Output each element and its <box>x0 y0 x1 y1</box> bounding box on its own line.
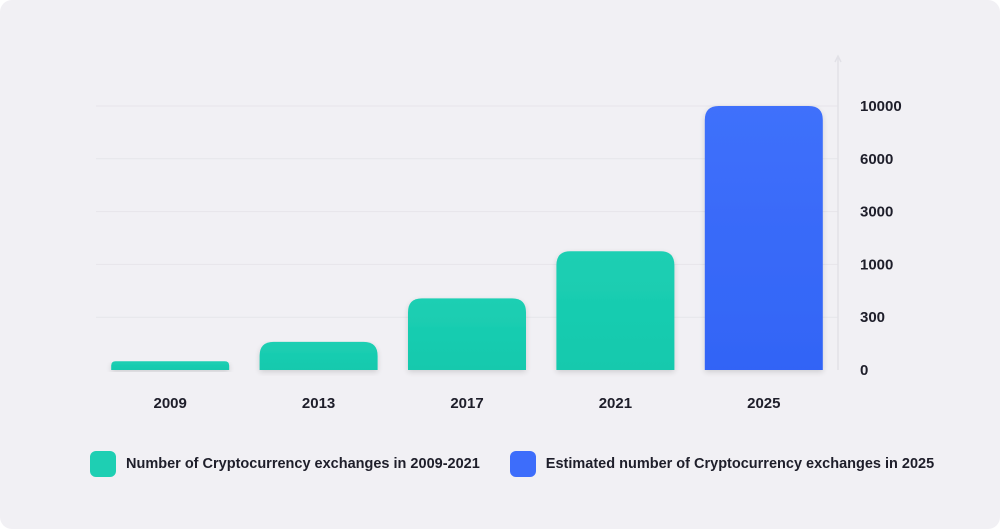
x-category-label: 2017 <box>450 395 483 412</box>
y-tick-label: 3000 <box>860 204 893 221</box>
bar-2025 <box>704 106 823 370</box>
legend-swatch-historical <box>90 451 116 477</box>
bars <box>111 106 823 370</box>
bar-2017 <box>408 298 526 370</box>
category-labels: 2009 2013 2017 2021 2025 <box>154 395 781 412</box>
legend-swatch-estimated <box>509 451 536 477</box>
x-category-label: 2025 <box>747 395 780 412</box>
y-axis: 0 300 1000 3000 6000 10000 <box>834 54 902 379</box>
bar-2021 <box>556 251 675 370</box>
y-tick-label: 6000 <box>860 151 893 168</box>
bar-2013 <box>259 341 378 370</box>
y-tick-label: 0 <box>860 362 868 379</box>
y-tick-label: 10000 <box>860 98 902 115</box>
bar-2009 <box>111 361 230 370</box>
y-tick-label: 300 <box>860 309 885 326</box>
y-tick-label: 1000 <box>860 256 893 273</box>
legend-item-historical: Number of Cryptocurrency exchanges in 20… <box>90 451 480 477</box>
legend-label-estimated: Estimated number of Cryptocurrency excha… <box>545 456 935 472</box>
y-axis-arrow <box>834 54 842 63</box>
legend-item-estimated: Estimated number of Cryptocurrency excha… <box>509 451 935 477</box>
legend: Number of Cryptocurrency exchanges in 20… <box>90 449 934 479</box>
x-category-label: 2021 <box>599 395 632 412</box>
legend-label-historical: Number of Cryptocurrency exchanges in 20… <box>126 456 480 472</box>
x-category-label: 2009 <box>154 395 187 412</box>
x-category-label: 2013 <box>302 395 335 412</box>
